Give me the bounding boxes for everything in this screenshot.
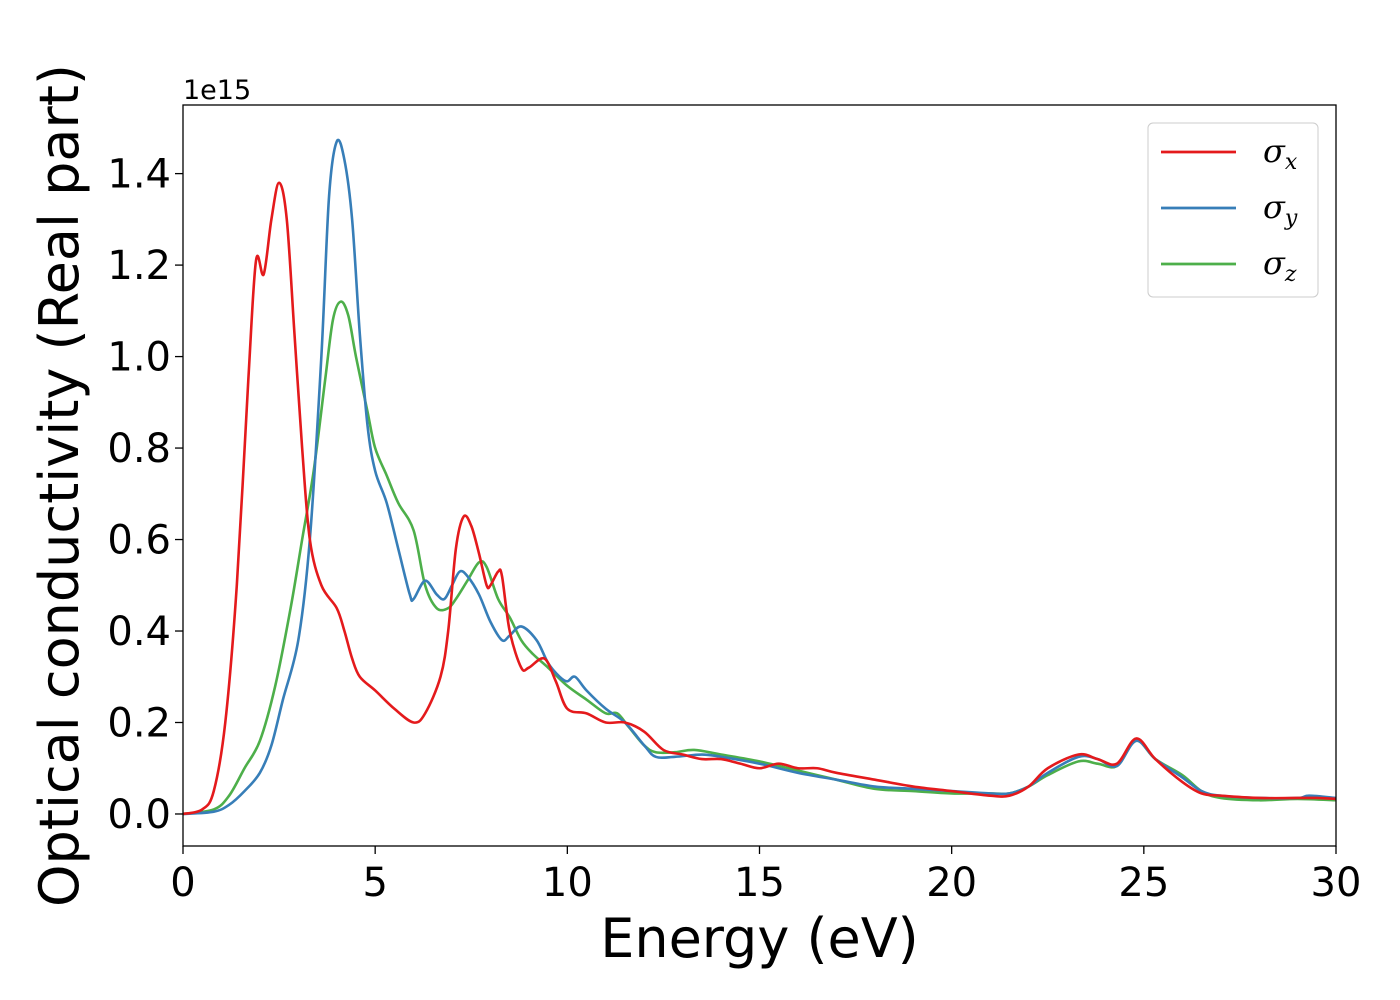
y-tick-label: 0.4 [107,609,171,655]
series-line-sigma-y [182,138,1337,816]
legend-label-sigma-z: σz [1263,244,1297,287]
y-tick-label: 1.2 [107,243,171,289]
series-layer [182,138,1337,816]
series-line-sigma-z [182,300,1337,816]
x-tick-label: 30 [1311,860,1362,906]
x-tick-label: 25 [1118,860,1169,906]
y-offset-label: 1e15 [183,75,251,106]
y-tick-label: 0.2 [107,701,171,747]
x-tick-label: 10 [542,860,593,906]
legend-box [1147,122,1319,298]
ticks-layer: 0 5 10 15 20 25 30 0.0 0.2 0.4 0.6 0.8 1.0 1.2 1.4 [107,152,1361,906]
x-axis-label: Energy (eV) [600,907,919,970]
legend-label-sigma-y: σy [1263,188,1298,231]
x-tick-label: 5 [362,860,387,906]
y-tick-label: 1.0 [107,335,171,381]
series-line-sigma-x [182,181,1337,816]
y-axis-label: Optical conductivity (Real part) [28,64,91,907]
y-tick-label: 0.8 [107,426,171,472]
x-tick-label: 15 [734,860,785,906]
legend: σx σy σz [1147,122,1319,298]
y-tick-label: 0.6 [107,518,171,564]
legend-label-sigma-x: σx [1263,132,1298,175]
y-tick-label: 0.0 [107,792,171,838]
x-tick-label: 20 [926,860,977,906]
y-tick-label: 1.4 [107,152,171,198]
x-tick-label: 0 [170,860,195,906]
